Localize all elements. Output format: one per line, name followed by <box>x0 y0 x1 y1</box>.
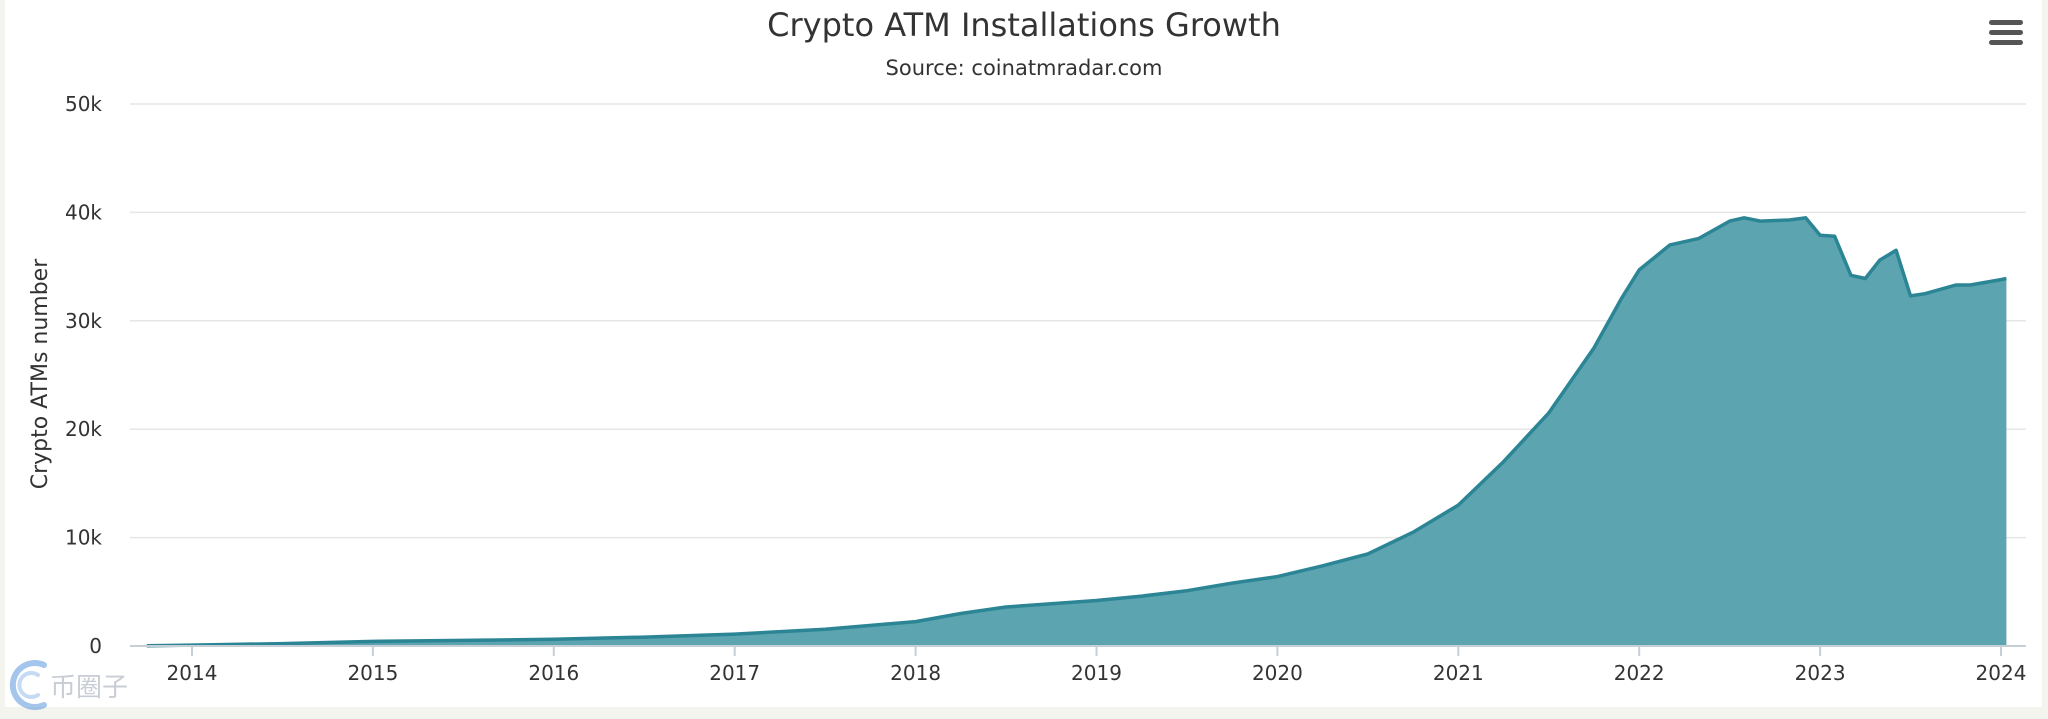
area-fill <box>146 217 2007 647</box>
x-tick-label: 2014 <box>167 661 218 685</box>
y-tick-label: 20k <box>65 417 102 441</box>
menu-bar <box>1989 20 2023 25</box>
x-tick-label: 2023 <box>1795 661 1846 685</box>
y-tick-label: 30k <box>65 309 102 333</box>
y-axis-ticks: 0 10k 20k 30k 40k 50k <box>65 92 102 658</box>
area-series <box>146 216 2007 648</box>
x-tick-label: 2019 <box>1071 661 1122 685</box>
hamburger-menu-icon[interactable] <box>1989 20 2023 48</box>
y-tick-label: 0 <box>89 634 102 658</box>
x-tick-label: 2024 <box>1976 661 2027 685</box>
y-tick-label: 10k <box>65 526 102 550</box>
watermark-logo-icon <box>9 660 47 710</box>
menu-bar <box>1989 30 2023 35</box>
y-axis-label: Crypto ATMs number <box>28 258 53 490</box>
watermark: 币圈子 <box>0 655 160 715</box>
x-tick-label: 2015 <box>347 661 398 685</box>
chart-subtitle: Source: coinatmradar.com <box>885 56 1163 80</box>
x-tick-label: 2018 <box>890 661 941 685</box>
menu-bar <box>1989 40 2023 45</box>
x-tick-label: 2020 <box>1252 661 1303 685</box>
x-tick-label: 2017 <box>709 661 760 685</box>
x-tick-label: 2016 <box>528 661 579 685</box>
y-tick-label: 40k <box>65 200 102 224</box>
y-tick-label: 50k <box>65 92 102 116</box>
x-tick-label: 2022 <box>1614 661 1665 685</box>
series-line <box>146 216 2007 648</box>
x-tick-label: 2021 <box>1433 661 1484 685</box>
watermark-text: 币圈子 <box>50 673 129 703</box>
chart-title: Crypto ATM Installations Growth <box>767 6 1281 44</box>
x-axis-ticks: 2014 2015 2016 2017 2018 2019 2020 2021 2022 2023… <box>167 646 2027 685</box>
